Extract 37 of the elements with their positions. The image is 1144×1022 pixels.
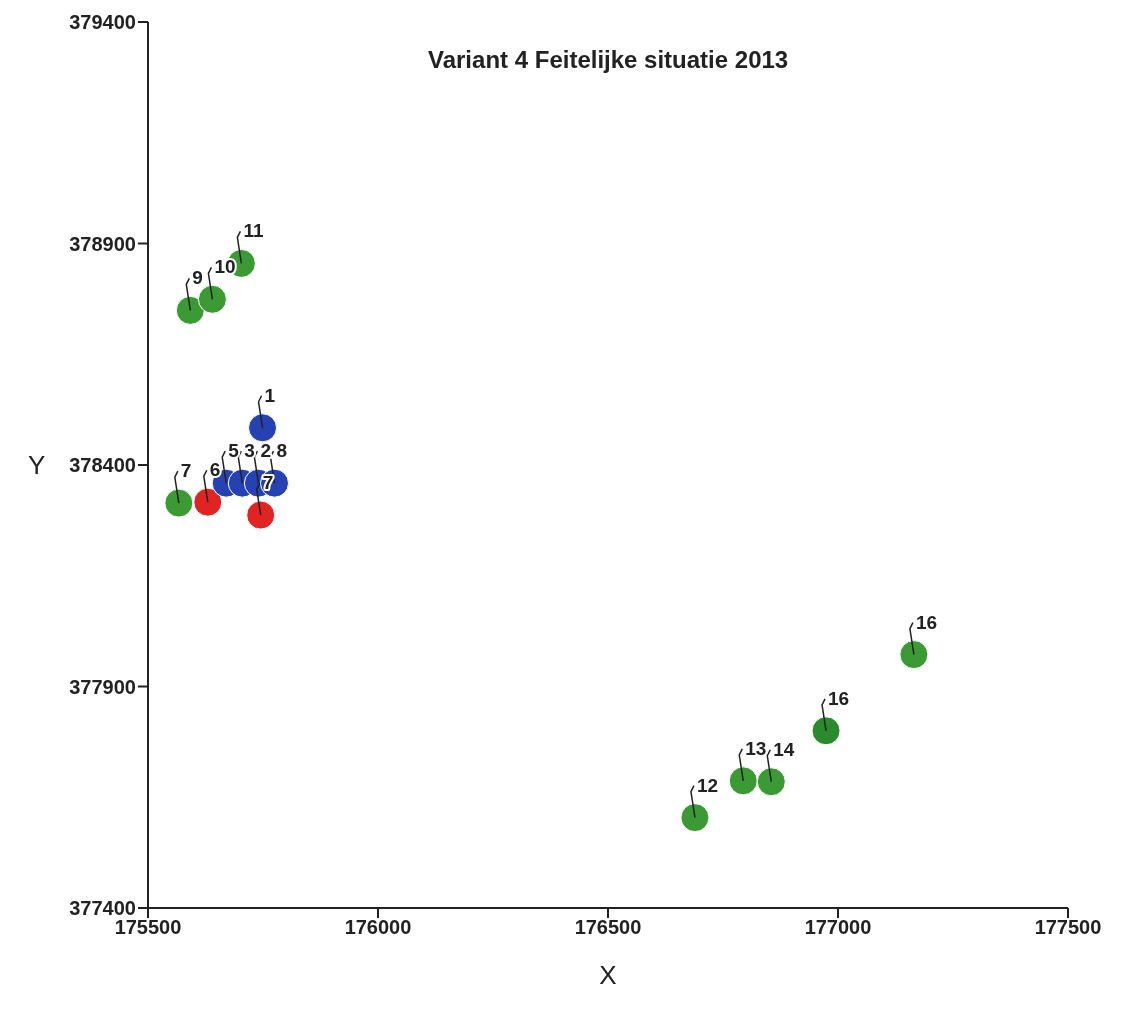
x-axis-title: X — [599, 960, 617, 990]
point — [811, 716, 841, 746]
point — [899, 640, 929, 670]
y-tick-label: 379400 — [69, 11, 136, 34]
annotation: 2 — [260, 440, 271, 462]
annotation: 7 — [262, 472, 274, 494]
annotation: 3 — [244, 440, 255, 462]
point — [175, 295, 205, 325]
annotation: 16 — [828, 687, 850, 709]
x-tick-label: 177000 — [804, 916, 872, 939]
point — [246, 500, 276, 530]
annotation: 12 — [696, 774, 719, 796]
annotation: 7 — [180, 460, 192, 482]
x-tick-label: 177500 — [1034, 916, 1102, 939]
point — [756, 767, 786, 797]
y-tick-label: 377900 — [69, 675, 136, 698]
annotation: 13 — [745, 737, 767, 759]
point — [193, 487, 223, 517]
annotation: 9 — [192, 267, 203, 289]
point — [680, 803, 710, 833]
text: Variant 4 Feitelijke situatie 2013 — [428, 46, 789, 74]
annotation: 16 — [915, 611, 938, 633]
y-tick-label: 378900 — [69, 232, 136, 255]
point — [164, 488, 194, 518]
annotation: 14 — [773, 738, 795, 760]
annotation: 5 — [228, 440, 240, 462]
y-tick-label: 378400 — [69, 454, 136, 477]
annotation: 11 — [243, 220, 264, 242]
annotation: 1 — [264, 384, 276, 406]
y-axis-title: Y — [28, 450, 46, 481]
point — [248, 413, 278, 443]
annotation: 8 — [276, 440, 288, 462]
point — [728, 766, 758, 796]
x-tick-label: 176500 — [574, 916, 642, 939]
x-tick-label: 176000 — [344, 916, 412, 939]
point — [197, 284, 227, 314]
annotation: 6 — [209, 459, 221, 481]
